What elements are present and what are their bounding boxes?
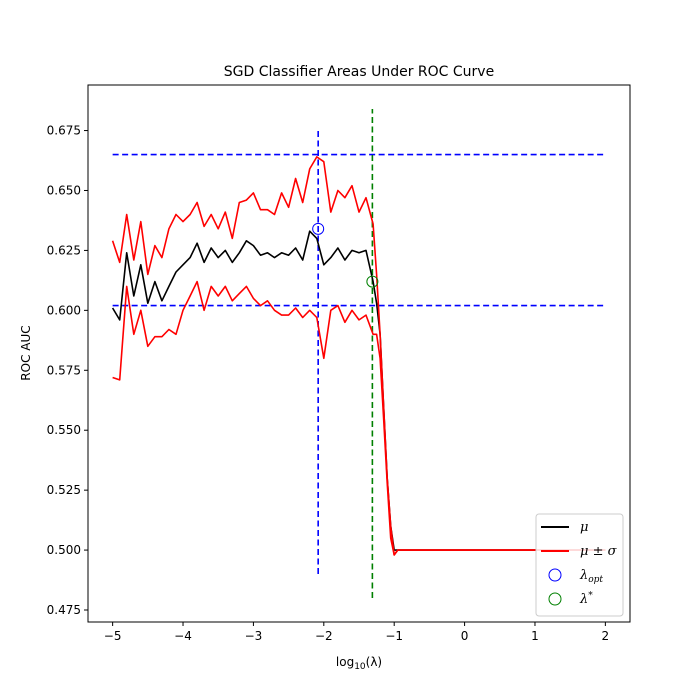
y-tick-label: 0.650 [47, 183, 81, 197]
y-tick-label: 0.600 [47, 303, 81, 317]
legend-label: λopt [579, 568, 603, 585]
legend-box [535, 513, 624, 617]
y-tick-label: 0.475 [47, 603, 81, 617]
x-tick-label: −5 [104, 629, 122, 643]
legend-marker [548, 592, 562, 606]
plot-frame [87, 84, 631, 623]
marker-lambda-star [366, 275, 379, 288]
y-tick-label: 0.675 [47, 124, 81, 138]
x-tick-label: 0 [461, 629, 469, 643]
y-tick-label: 0.500 [47, 543, 81, 557]
x-tick-label: 2 [602, 629, 610, 643]
x-tick-label: −2 [315, 629, 333, 643]
legend-marker [548, 568, 562, 582]
legend-label: λ* [579, 591, 593, 607]
x-tick-label: −3 [245, 629, 263, 643]
y-tick-label: 0.525 [47, 483, 81, 497]
x-tick-label: −4 [174, 629, 192, 643]
y-tick-label: 0.625 [47, 243, 81, 257]
marker-lambda-opt [312, 222, 325, 235]
legend: μ μ ± σ λopt λ* [535, 513, 624, 617]
y-tick-label: 0.550 [47, 423, 81, 437]
plot-area [87, 84, 631, 623]
series-line-3 [112, 280, 606, 556]
legend-label: μ [580, 520, 588, 535]
x-tick-label: 1 [531, 629, 539, 643]
series-line-1 [111, 230, 606, 551]
x-tick-label: −1 [385, 629, 403, 643]
x-axis-label: log10(λ) [336, 655, 382, 672]
series-line-2 [111, 156, 606, 556]
y-tick-label: 0.575 [47, 363, 81, 377]
x-axis: −5 −4 −3 −2 −1 0 1 2 [104, 622, 609, 643]
chart-title: SGD Classifier Areas Under ROC Curve [224, 64, 494, 80]
y-axis-label: ROC AUC [19, 325, 33, 380]
legend-label: μ ± σ [580, 544, 618, 559]
y-axis: 0.475 0.500 0.525 0.550 0.575 0.600 0.625 0.650… [47, 124, 88, 617]
